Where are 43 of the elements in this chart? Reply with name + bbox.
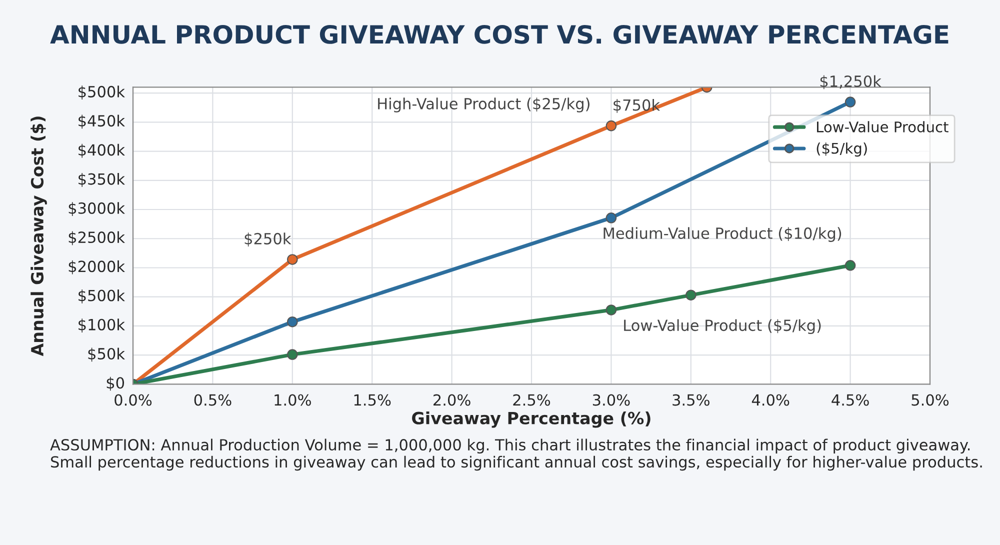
legend-label: Low-Value Product	[817, 121, 948, 132]
x-tick-label: 2.0%	[434, 394, 470, 406]
point	[606, 120, 617, 132]
chart-title: ANNUAL PRODUCT GIVEAWAY COST VS. GIVEAWAY PERCENTAGE	[50, 24, 948, 44]
x-tick-label: 3.5%	[672, 394, 710, 406]
text: $2000k	[68, 260, 125, 274]
text: $500k	[78, 86, 125, 100]
x-tick-label: 3.0%	[592, 394, 630, 406]
point	[287, 349, 298, 360]
annotation: $250k	[244, 232, 292, 246]
x-tick-label: 2.5%	[513, 394, 550, 406]
x-tick-label: 5.0%	[912, 394, 949, 406]
point	[686, 290, 696, 300]
annotation: Medium-Value Product ($10/kg)	[604, 227, 842, 242]
annotation: Low-Value Product ($5/kg)	[624, 319, 821, 334]
text: $50k	[88, 348, 125, 362]
text: $450k	[78, 114, 125, 129]
x-tick-label: 1.5%	[354, 394, 391, 406]
annotation: $1,250k	[820, 75, 882, 90]
x-axis-title: Giveaway Percentage (%)	[412, 412, 650, 428]
text: $100k	[78, 318, 125, 332]
point	[844, 96, 856, 108]
x-tick-label: 4.5%	[832, 394, 869, 406]
legend-label: ($5/kg)	[816, 142, 867, 157]
x-tick-label: 4.0%	[752, 394, 790, 406]
annotation: $750k	[614, 98, 660, 113]
annotation: High-Value Product ($25/kg)	[378, 98, 590, 112]
text: $350k	[78, 172, 125, 187]
x-tick-label: 1.0%	[274, 394, 311, 406]
text: $400k	[78, 144, 125, 158]
point	[287, 254, 298, 265]
point	[606, 304, 617, 316]
text: $0	[106, 376, 124, 391]
text: $3000k	[68, 202, 125, 216]
point	[287, 316, 298, 328]
x-tick-label: 0.0%	[114, 394, 152, 406]
point	[606, 212, 617, 224]
text: $500k	[78, 289, 125, 304]
text: $2500k	[68, 231, 125, 246]
text: ASSUMPTION: Annual Production Volume = 1,000,000 kg. This chart illustrates the financial impact of product giveaway. Small percentage reductions in giveaway can lead to significant annual cost savings, especially for higher-value products.	[50, 438, 982, 471]
x-tick-label: 0.5%	[194, 394, 232, 406]
point	[844, 260, 856, 271]
y-axis-title: Annual Giveaway Cost ($)	[30, 116, 47, 356]
